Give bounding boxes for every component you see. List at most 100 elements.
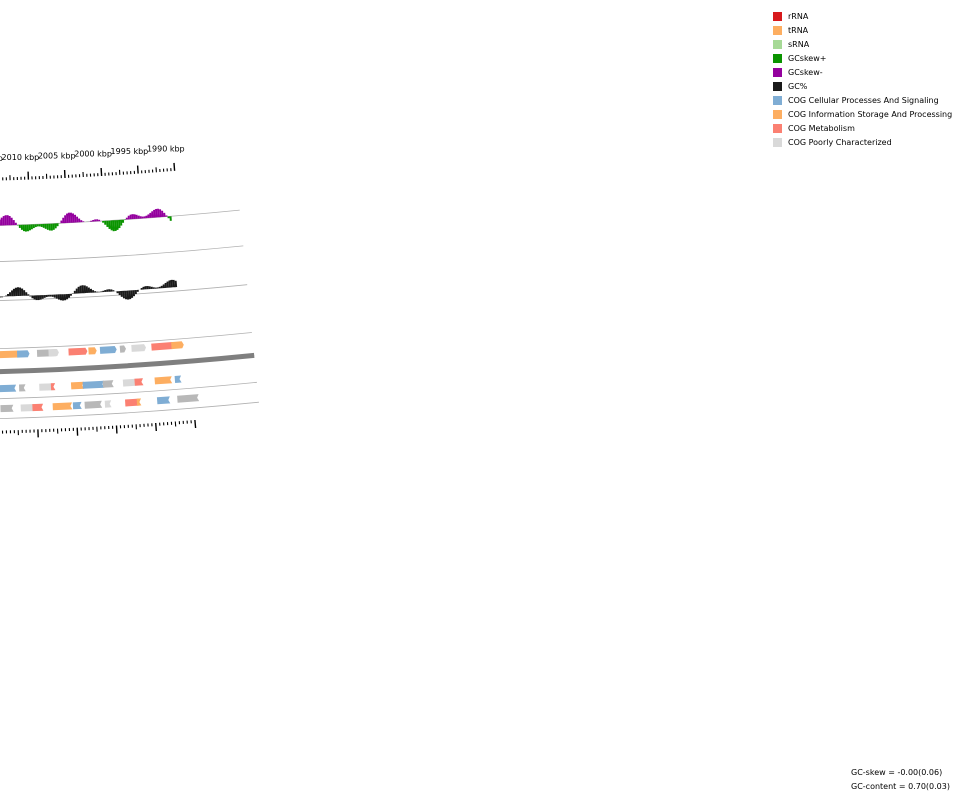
feature-arrow	[119, 345, 126, 353]
gc-content-bar	[14, 287, 18, 297]
gc-skew-bar	[28, 224, 31, 231]
feature-arrow	[50, 383, 56, 391]
feature-arrow	[88, 347, 97, 355]
gc-content-bar	[104, 290, 107, 292]
gc-content-bar	[33, 295, 36, 300]
legend-swatch	[773, 67, 782, 77]
track-line	[0, 381, 257, 399]
gc-skew-bar	[108, 220, 111, 229]
feature-arrow	[72, 401, 82, 410]
gc-content-bar	[61, 294, 65, 301]
gc-skew-bar	[24, 224, 27, 232]
legend-label: COG Metabolism	[788, 123, 855, 133]
track-line	[0, 401, 259, 419]
feature-arrow	[32, 403, 44, 412]
gc-content-bar	[81, 285, 85, 294]
tick-label: 2000 kbp	[74, 149, 112, 158]
gc-content-bar	[110, 289, 113, 292]
gc-content-bar	[146, 286, 149, 290]
legend-item: COG Poorly Characterized	[773, 135, 952, 149]
gc-skew-bar	[50, 223, 53, 231]
gc-skew-bar	[106, 220, 109, 227]
gc-skew-bar	[169, 216, 172, 221]
legend-item: GCskew-	[773, 65, 952, 79]
gc-skew-bar	[64, 215, 67, 224]
genome-backbone	[0, 352, 255, 375]
legend-item: rRNA	[773, 9, 952, 23]
gc-content-bar	[158, 286, 161, 289]
gc-skew-bar	[94, 219, 97, 222]
gc-content-bar	[49, 294, 52, 297]
feature-arrow	[151, 342, 175, 351]
feature-arrow	[99, 346, 117, 354]
gc-content-bar	[100, 291, 103, 293]
track-line	[0, 209, 240, 226]
gc-content-bar	[27, 294, 30, 296]
gc-content-bar	[120, 290, 123, 297]
gc-content-bar	[172, 279, 176, 288]
legend-swatch	[773, 137, 782, 147]
gc-skew-bar	[71, 213, 75, 223]
gc-skew-bar	[32, 224, 35, 229]
gc-content-bar	[7, 294, 10, 297]
gc-skew-bar	[44, 223, 47, 229]
feature-arrow	[0, 404, 14, 413]
gc-skew-bar	[10, 217, 13, 226]
gc-skew-bar	[30, 224, 33, 230]
track-line	[0, 332, 252, 349]
gc-content-bar	[162, 284, 165, 289]
gc-skew-bar	[112, 220, 115, 232]
gc-skew-bar	[120, 219, 123, 226]
feature-arrow	[68, 347, 88, 356]
gc-skew-bar	[147, 214, 150, 218]
gc-content-bar	[136, 289, 139, 292]
feature-arrow	[156, 396, 171, 405]
gc-skew-bar	[123, 219, 126, 221]
gc-content-bar	[43, 295, 46, 298]
gc-content-bar	[79, 285, 82, 294]
gc-skew-bar	[48, 223, 51, 231]
gc-skew-bar	[118, 219, 121, 229]
backbone-ring	[0, 352, 255, 375]
gc-content-bar	[55, 294, 58, 299]
gc-skew-bar	[98, 219, 101, 222]
gc-content-bar	[116, 291, 119, 294]
gc-content-bar	[154, 287, 157, 289]
feature-arrow	[174, 375, 182, 383]
gc-skew-bar	[90, 220, 93, 222]
gc-skew-bar	[133, 214, 136, 219]
scale-tick	[136, 165, 139, 174]
feature-arrow	[134, 378, 144, 386]
feature-arrow	[84, 400, 103, 409]
feature-arrow	[0, 350, 21, 359]
gc-skew-bar	[104, 220, 107, 225]
tick-label: 1990 kbp	[147, 145, 185, 154]
feature-arrow	[131, 344, 146, 352]
feature-arrow	[82, 380, 105, 389]
gc-skew-bar	[121, 219, 125, 223]
gc-skew-bar	[56, 223, 59, 227]
legend-label: GC%	[788, 81, 808, 91]
gc-skew-bar	[131, 214, 134, 220]
legend-label: COG Information Storage And Processing	[788, 109, 953, 119]
gc-content-bar	[166, 281, 169, 288]
gc-content-bar	[118, 291, 121, 296]
feature-arrow	[104, 400, 112, 408]
gc-skew-bar	[129, 214, 132, 220]
stats-footer: GC-skew = -0.00(0.06) GC-content = 0.70(…	[851, 766, 950, 794]
gc-skew-bar	[18, 224, 21, 228]
gc-skew-bar	[62, 217, 65, 224]
gc-content-bar	[53, 294, 56, 298]
gc-content-bar	[96, 291, 99, 293]
legend-item: tRNA	[773, 23, 952, 37]
gc-skew-bar	[14, 222, 17, 226]
gc-content-bar	[112, 290, 115, 292]
gc-skew-bar	[153, 209, 156, 218]
gc-skew-bar	[116, 220, 119, 230]
legend-swatch	[773, 81, 782, 91]
gc-content-bar	[142, 286, 145, 290]
gc-content-bar	[156, 287, 159, 289]
legend-swatch	[773, 53, 782, 63]
gc-content-bar	[37, 295, 40, 301]
gc-content-bar	[41, 295, 44, 299]
